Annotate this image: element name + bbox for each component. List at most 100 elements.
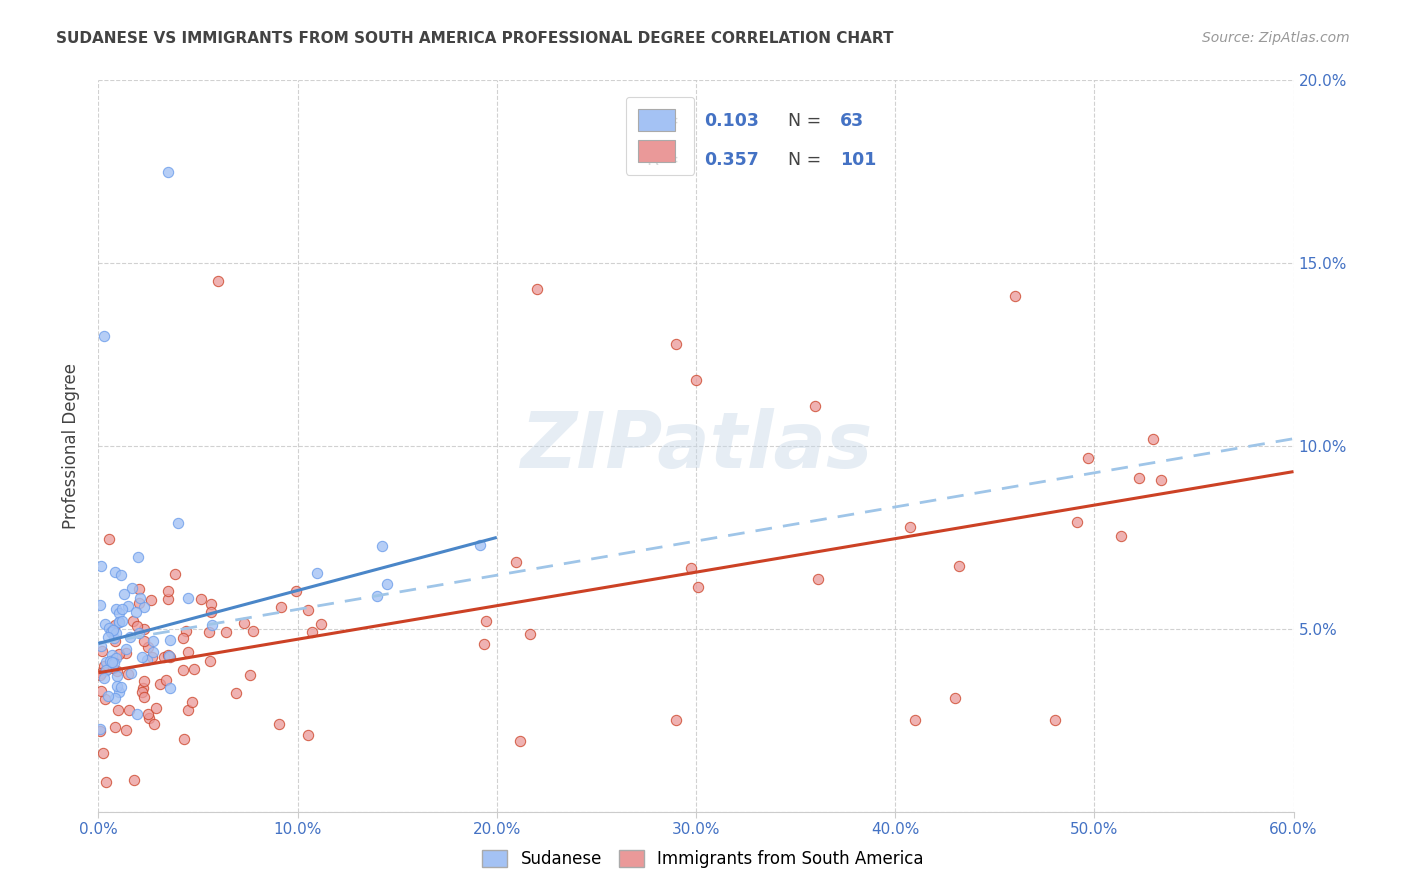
Point (131, 649, 153, 664)
Point (366, 590, 388, 604)
Point (101, 624, 124, 639)
Point (132, 634, 155, 648)
Point (200, 605, 222, 619)
Point (172, 663, 194, 677)
Point (201, 618, 224, 632)
Point (107, 703, 129, 717)
Point (122, 773, 145, 788)
Point (90, 559, 112, 574)
Point (1004, 289, 1026, 303)
Point (112, 587, 135, 601)
Point (180, 695, 202, 709)
Point (142, 634, 165, 648)
Point (96, 775, 118, 789)
Point (297, 728, 319, 742)
Point (127, 550, 149, 565)
Point (93, 659, 115, 673)
Legend: Sudanese, Immigrants from South America: Sudanese, Immigrants from South America (475, 843, 931, 875)
Point (101, 656, 124, 670)
Point (190, 591, 212, 606)
Text: Source: ZipAtlas.com: Source: ZipAtlas.com (1202, 31, 1350, 45)
Point (101, 626, 124, 640)
Point (125, 605, 148, 619)
Point (156, 648, 179, 662)
Point (101, 624, 124, 638)
Point (474, 614, 496, 628)
Point (177, 645, 200, 659)
Point (157, 648, 180, 663)
Text: R =: R = (647, 112, 685, 129)
Point (297, 603, 319, 617)
Point (948, 559, 970, 574)
Point (159, 681, 181, 695)
Point (157, 592, 180, 607)
Point (472, 637, 495, 651)
Point (134, 690, 156, 705)
Point (1077, 450, 1099, 465)
Point (100, 625, 122, 640)
Point (804, 399, 827, 413)
Point (89, 668, 111, 682)
Point (103, 656, 125, 670)
Point (174, 624, 197, 639)
Text: N =: N = (787, 151, 827, 169)
Point (104, 565, 127, 579)
Point (107, 607, 129, 621)
Point (120, 665, 142, 680)
Point (104, 650, 127, 665)
Point (110, 680, 132, 694)
Point (468, 538, 491, 552)
Point (233, 615, 256, 630)
Point (269, 716, 291, 731)
Point (108, 685, 131, 699)
Point (90, 684, 112, 698)
Point (128, 626, 150, 640)
Point (90, 644, 112, 658)
Point (108, 647, 131, 661)
Point (94, 655, 117, 669)
Point (101, 648, 124, 662)
Point (128, 591, 150, 606)
Point (90, 666, 112, 681)
Point (242, 624, 264, 638)
Point (1043, 714, 1066, 728)
Text: SUDANESE VS IMMIGRANTS FROM SOUTH AMERICA PROFESSIONAL DEGREE CORRELATION CHART: SUDANESE VS IMMIGRANTS FROM SOUTH AMERIC… (56, 31, 894, 46)
Point (526, 282, 548, 296)
Point (943, 691, 966, 706)
Point (96, 663, 118, 677)
Point (807, 572, 830, 586)
Point (900, 520, 922, 534)
Point (141, 650, 163, 665)
Point (97, 689, 120, 703)
Point (207, 275, 229, 289)
Point (105, 602, 128, 616)
Point (139, 593, 162, 607)
Point (128, 582, 150, 596)
Point (167, 516, 190, 530)
Text: N =: N = (787, 112, 827, 129)
Point (270, 599, 292, 614)
Point (110, 568, 132, 582)
Point (103, 633, 125, 648)
Point (105, 669, 128, 683)
Point (904, 714, 927, 728)
Point (149, 677, 172, 691)
Point (104, 690, 127, 705)
Point (117, 599, 139, 613)
Point (108, 615, 131, 629)
Point (157, 164, 180, 178)
Point (142, 645, 165, 659)
Point (159, 633, 181, 648)
Point (132, 600, 155, 615)
Point (665, 336, 688, 351)
Point (120, 631, 142, 645)
Point (145, 701, 167, 715)
Point (172, 631, 194, 645)
Point (105, 679, 128, 693)
Text: R =: R = (647, 151, 685, 169)
Point (131, 685, 153, 699)
Point (1109, 529, 1132, 543)
Point (125, 706, 148, 721)
Point (101, 653, 124, 667)
Point (93, 329, 115, 343)
